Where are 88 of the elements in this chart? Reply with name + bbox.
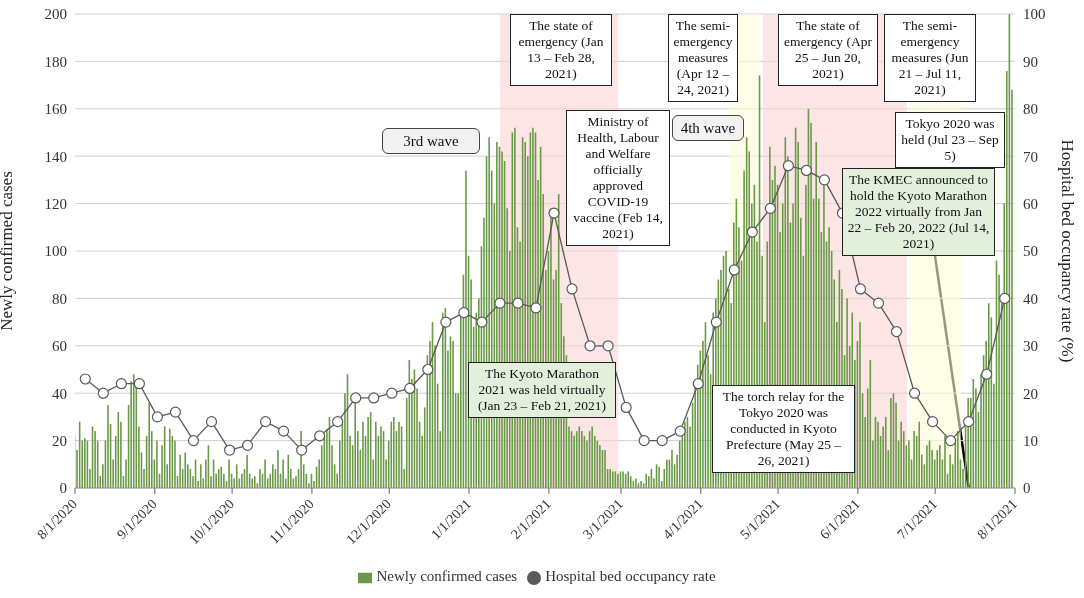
annotation: 3rd wave <box>382 128 480 154</box>
point <box>151 411 164 423</box>
y-tick-label: 60 <box>52 338 67 355</box>
point <box>97 387 109 399</box>
point <box>530 302 542 314</box>
annotation: The torch relay for the Tokyo 2020 was conducted in Kyoto Prefecture (May 25 – 26, 2021) <box>712 385 855 473</box>
y2-tick-label: 90 <box>1023 53 1038 70</box>
point <box>422 363 434 376</box>
point <box>458 307 470 319</box>
point <box>512 297 524 309</box>
y-tick-label: 0 <box>59 480 67 497</box>
y2-tick-label: 100 <box>1023 6 1046 23</box>
y-tick-label: 140 <box>44 148 67 165</box>
y-tick-label: 80 <box>52 290 67 307</box>
point <box>602 340 614 352</box>
point <box>79 373 91 385</box>
y-tick-label: 160 <box>44 101 67 118</box>
y-tick-label: 40 <box>52 385 67 402</box>
point <box>908 387 921 399</box>
point <box>692 378 704 390</box>
point <box>656 435 668 447</box>
y-axis-title: Newly confirmed cases <box>0 171 17 331</box>
band-label: The semi-emergency measures (Apr 12 – 24, 2021) <box>668 14 738 102</box>
point <box>728 264 740 276</box>
point <box>259 416 272 428</box>
point <box>800 164 812 177</box>
point <box>476 316 488 328</box>
legend-label: Hospital bed occupancy rate <box>545 568 716 584</box>
point <box>782 160 794 172</box>
point <box>854 283 867 295</box>
point <box>404 382 416 395</box>
annotation: Tokyo 2020 was held (Jul 23 – Sep 5) <box>895 112 1005 168</box>
point <box>872 297 885 309</box>
y-tick-label: 180 <box>44 53 67 70</box>
point <box>223 444 236 456</box>
annotation: 4th wave <box>672 115 744 141</box>
point <box>187 435 200 447</box>
y-tick-label: 200 <box>44 6 67 23</box>
point <box>620 401 632 414</box>
point <box>746 226 758 238</box>
point <box>205 416 218 428</box>
point <box>710 316 722 328</box>
y2-axis-title: Hospital bed occupancy rate (%) <box>1057 139 1077 363</box>
point <box>945 435 957 447</box>
point <box>818 174 831 186</box>
y2-tick-label: 60 <box>1023 195 1038 212</box>
point <box>386 387 398 399</box>
annotation: Ministry of Health, Labour and Welfare officially approved COVID-19 vaccine (Feb 14, 2021) <box>566 110 670 246</box>
point <box>350 392 362 404</box>
y2-tick-label: 40 <box>1023 290 1038 307</box>
point <box>638 435 650 447</box>
y2-tick-label: 20 <box>1023 385 1038 402</box>
point <box>584 340 596 352</box>
point <box>963 416 975 428</box>
y2-tick-label: 30 <box>1023 338 1038 355</box>
y2-tick-label: 10 <box>1023 432 1038 449</box>
point <box>674 425 686 437</box>
point <box>981 368 993 380</box>
point <box>764 202 776 214</box>
annotation: The KMEC announced to hold the Kyoto Marathon 2022 virtually from Jan 22 – Feb 20, 2022 (Jul 14, 2021) <box>842 168 995 256</box>
band-label: The state of emergency (Jan 13 – Feb 28, 2021) <box>510 14 612 86</box>
point <box>999 292 1011 304</box>
point <box>133 378 145 390</box>
point <box>890 325 903 338</box>
y2-tick-label: 70 <box>1023 148 1038 165</box>
point <box>296 444 308 456</box>
point <box>332 416 344 428</box>
point <box>926 416 939 428</box>
y-tick-label: 120 <box>44 195 67 212</box>
band-label: The semi-emergency measures (Jun 21 – Jul 11, 2021) <box>884 14 976 102</box>
annotation: The Kyoto Marathon 2021 was held virtually (Jan 23 – Feb 21, 2021) <box>468 362 616 418</box>
y2-tick-label: 80 <box>1023 101 1038 118</box>
point <box>115 378 127 390</box>
point <box>440 316 452 328</box>
point <box>278 425 290 437</box>
point <box>494 297 506 309</box>
y2-tick-label: 50 <box>1023 243 1038 260</box>
point <box>368 392 380 404</box>
band-label: The state of emergency (Apr 25 – Jun 20, 2021) <box>778 14 878 86</box>
point <box>566 283 578 295</box>
y2-tick-label: 0 <box>1023 480 1031 497</box>
point <box>241 439 254 451</box>
y-tick-label: 20 <box>52 432 67 449</box>
y-tick-label: 100 <box>44 243 67 260</box>
point <box>314 430 326 442</box>
point <box>548 207 560 219</box>
legend-label: Newly confirmed cases <box>376 568 518 584</box>
point <box>169 406 182 418</box>
